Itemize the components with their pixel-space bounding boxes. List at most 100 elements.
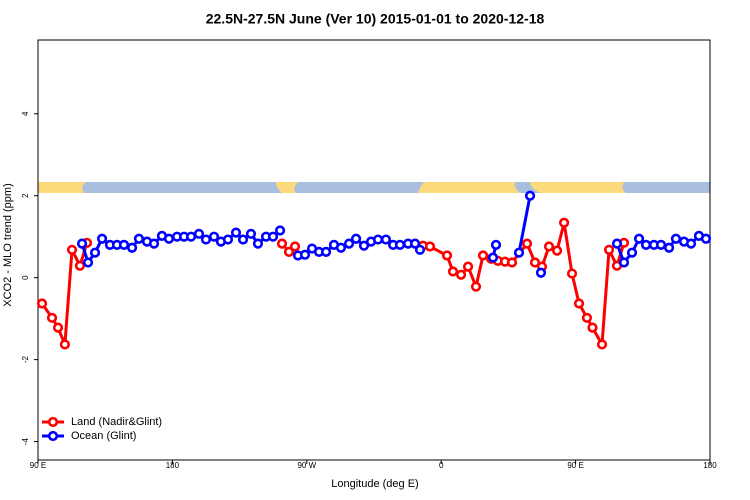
data-point — [335, 242, 347, 253]
data-point — [535, 267, 547, 278]
x-axis-label: Longitude (deg E) — [331, 478, 418, 490]
data-point — [618, 257, 630, 268]
data-point — [74, 260, 86, 271]
data-point — [276, 238, 288, 249]
data-point — [208, 231, 220, 242]
map-strip — [38, 182, 710, 193]
y-axis-label: XCO2 - MLO trend (ppm) — [2, 183, 14, 306]
data-point — [409, 238, 421, 249]
series-line — [40, 242, 89, 346]
land-patch — [530, 182, 626, 193]
data-point — [193, 228, 205, 239]
data-point — [524, 190, 536, 201]
x-tick-label: 90 W — [297, 461, 316, 470]
y-tick-label: 0 — [21, 275, 30, 280]
data-point — [200, 234, 212, 245]
data-point — [640, 239, 652, 250]
chart-title: 22.5N-27.5N June (Ver 10) 2015-01-01 to … — [206, 11, 545, 27]
data-point — [490, 239, 502, 250]
data-point — [566, 268, 578, 279]
data-point — [163, 233, 175, 244]
y-tick-label: -2 — [21, 356, 30, 364]
legend-label: Ocean (Glint) — [71, 430, 136, 442]
data-point — [462, 261, 474, 272]
data-point — [521, 238, 533, 249]
data-point — [596, 339, 608, 350]
data-point — [46, 312, 58, 323]
x-tick-label: 90 E — [567, 461, 583, 470]
data-point — [52, 322, 64, 333]
data-point — [470, 281, 482, 292]
data-point — [685, 238, 697, 249]
data-point — [424, 241, 436, 252]
data-point — [414, 244, 426, 255]
data-point — [455, 269, 467, 280]
data-point — [245, 228, 257, 239]
x-tick-label: 180 — [166, 461, 180, 470]
data-point — [372, 234, 384, 245]
data-point — [320, 246, 332, 257]
data-point — [185, 231, 197, 242]
data-point — [700, 233, 712, 244]
data-point — [663, 242, 675, 253]
data-point — [230, 227, 242, 238]
land-patch — [38, 182, 86, 193]
data-point — [350, 233, 362, 244]
legend-marker — [47, 430, 59, 442]
data-point — [59, 339, 70, 350]
legend-marker — [47, 416, 59, 428]
data-point — [611, 238, 623, 249]
series-line — [517, 195, 532, 253]
data-point — [237, 234, 249, 245]
data-point — [252, 238, 264, 249]
data-point — [343, 238, 355, 249]
data-point — [587, 322, 598, 333]
data-point — [559, 217, 570, 228]
data-point — [283, 246, 295, 257]
data-point — [36, 298, 48, 309]
data-point — [551, 245, 563, 256]
data-point — [299, 249, 311, 260]
data-point — [274, 225, 286, 236]
data-point — [148, 238, 160, 249]
legend-label: Land (Nadir&Glint) — [71, 416, 162, 428]
data-point — [655, 239, 667, 250]
data-point — [66, 244, 78, 255]
legend: Land (Nadir&Glint) Ocean (Glint) — [42, 416, 162, 442]
data-point — [89, 247, 101, 258]
data-point — [118, 239, 130, 250]
data-point — [133, 233, 145, 244]
x-tick-label: 0 — [439, 461, 444, 470]
data-point — [96, 233, 108, 244]
y-tick-label: 2 — [21, 193, 30, 198]
data-point — [267, 231, 279, 242]
data-point — [633, 233, 645, 244]
land-patch — [276, 182, 298, 193]
data-point — [126, 242, 138, 253]
x-tick-label: 90 E — [30, 461, 46, 470]
data-point — [670, 233, 682, 244]
data-point — [222, 234, 234, 245]
ocean-band — [38, 182, 710, 193]
data-point — [603, 244, 615, 255]
data-point — [380, 234, 392, 245]
land-patch — [418, 182, 520, 193]
x-tick-label: 180 — [703, 461, 717, 470]
data-point — [487, 252, 499, 263]
data-point — [441, 250, 453, 261]
plot-frame — [37, 39, 711, 461]
y-tick-label: -4 — [21, 437, 30, 445]
data-point — [543, 241, 555, 252]
y-tick-label: 4 — [21, 111, 30, 116]
data-point — [477, 250, 489, 261]
data-point — [506, 257, 518, 268]
data-point — [447, 266, 459, 277]
data-point — [394, 239, 406, 250]
data-point — [626, 247, 638, 258]
data-point — [358, 240, 370, 251]
data-point — [76, 238, 88, 249]
data-point — [289, 241, 301, 252]
data-point — [82, 257, 94, 268]
data-point — [581, 312, 593, 323]
